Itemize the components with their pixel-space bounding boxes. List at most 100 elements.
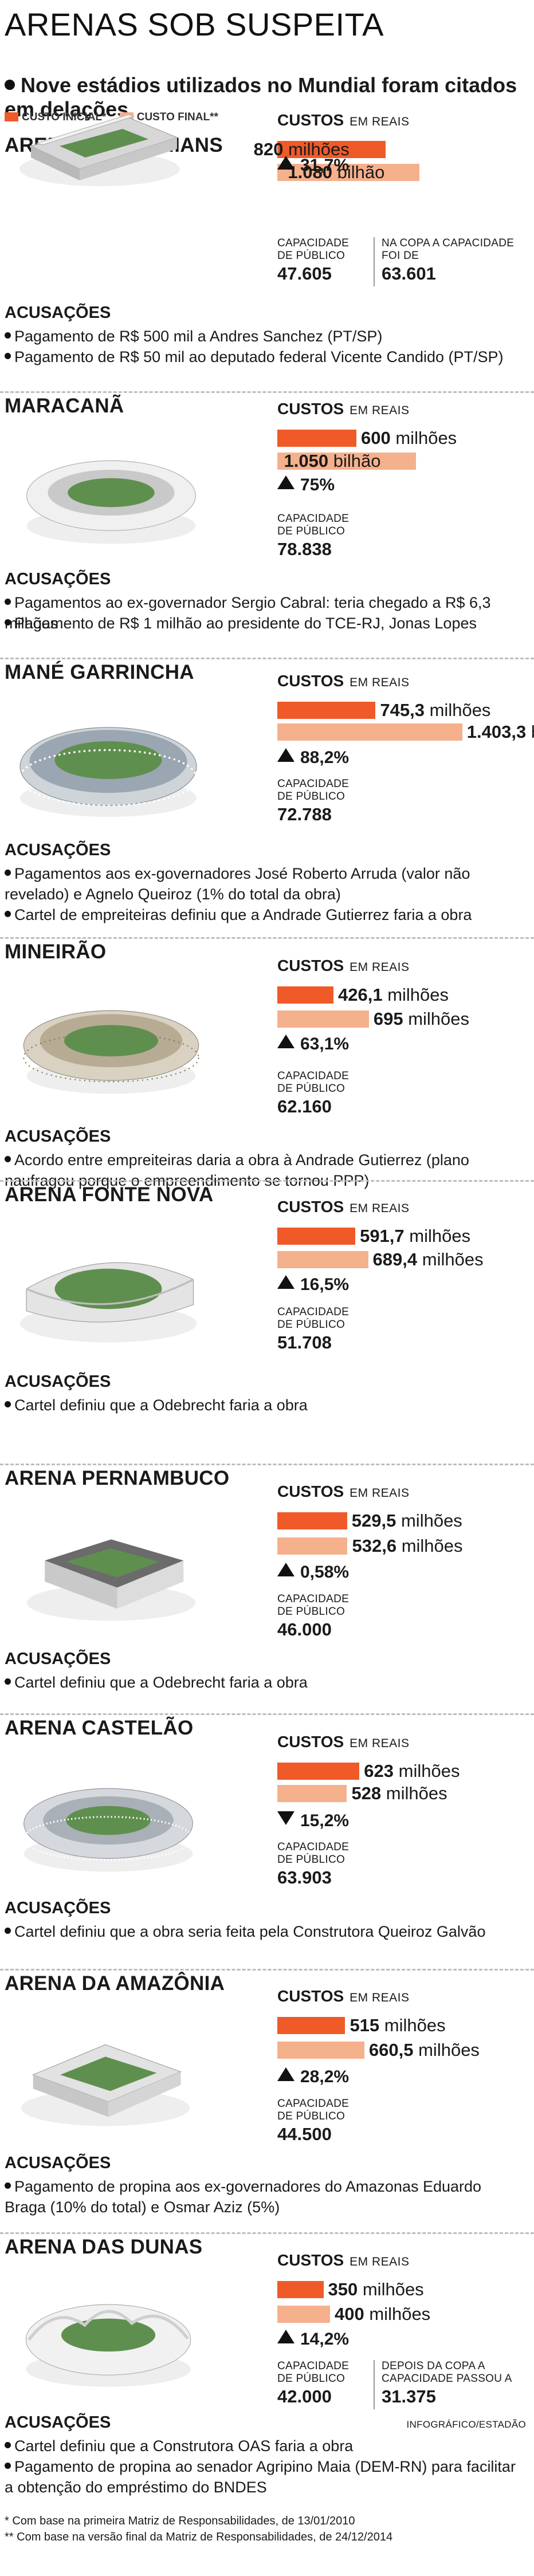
section-divider — [0, 1969, 534, 1971]
subtitle: Nove estádios utilizados no Mundial fora… — [5, 73, 534, 121]
final-cost-label-unit: bilhão — [531, 722, 534, 742]
legend-swatch-initial — [5, 112, 18, 121]
final-cost-label-unit: milhões — [401, 1536, 463, 1556]
stadium-illustration — [14, 1229, 203, 1349]
accusation-item: Pagamentos aos ex-governadores José Robe… — [5, 864, 523, 904]
section-divider — [0, 391, 534, 393]
capacity-value: 51.708 — [277, 1332, 332, 1352]
triangle-up-icon — [277, 156, 295, 170]
stadium-name: MARACANÃ — [5, 395, 124, 417]
costs-label: CUSTOS — [277, 1198, 344, 1216]
stadium-name: ARENA DAS DUNAS — [5, 2236, 203, 2258]
capacity-label: CAPACIDADE DE PÚBLICO — [277, 778, 350, 803]
accusation-item: Cartel de empreiteiras definiu que a And… — [5, 905, 523, 926]
final-cost-label-unit: milhões — [418, 2040, 480, 2060]
accusation-text: Pagamento de R$ 1 milhão ao presidente d… — [14, 615, 477, 632]
initial-cost-label-unit: milhões — [409, 1226, 471, 1246]
initial-cost-label-number: 591,7 — [360, 1226, 405, 1246]
stadium-illustration — [14, 702, 203, 825]
final-cost-label-number: 1.403,3 — [466, 722, 527, 742]
capacity-separator — [374, 237, 375, 286]
final-cost-label-number: 528 — [351, 1783, 382, 1803]
subtitle-text: Nove estádios utilizados no Mundial fora… — [5, 73, 517, 121]
costs-header: CUSTOS EM REAIS — [277, 1198, 410, 1216]
bullet-icon — [5, 619, 11, 626]
accusation-text: Cartel definiu que a Odebrecht faria a o… — [14, 1397, 308, 1414]
stadium-name: ARENA CASTELÃO — [5, 1717, 194, 1739]
capacity-value: 42.000 — [277, 2386, 332, 2406]
triangle-up-icon — [277, 1035, 295, 1048]
section-divider — [0, 658, 534, 659]
footnote-initial: * Com base na primeira Matriz de Respons… — [5, 2515, 355, 2527]
costs-header: CUSTOS EM REAIS — [277, 2251, 410, 2270]
stadium-illustration — [14, 2281, 203, 2393]
legend-label-final: CUSTO FINAL** — [136, 111, 218, 123]
initial-cost-label: 623 milhões — [364, 1761, 460, 1781]
accusation-text: Cartel definiu que a Odebrecht faria a o… — [14, 1674, 308, 1691]
costs-unit: EM REAIS — [350, 961, 410, 974]
accusation-text: Pagamento de R$ 500 mil a Andres Sanchez… — [14, 328, 383, 345]
costs-label: CUSTOS — [277, 957, 344, 974]
costs-header: CUSTOS EM REAIS — [277, 1733, 410, 1751]
accusation-item: Pagamento de propina ao senador Agripino… — [5, 2457, 523, 2498]
accusation-item: Cartel definiu que a obra seria feita pe… — [5, 1922, 523, 1942]
bullet-icon — [5, 1156, 11, 1162]
legend-label-initial: CUSTO INICIAL* — [22, 111, 107, 123]
variation-value: 16,5% — [300, 1275, 350, 1294]
capacity-value: 78.838 — [277, 539, 332, 559]
section-divider — [0, 937, 534, 939]
stadium-name: ARENA FONTE NOVA — [5, 1183, 214, 1206]
final-cost-label-unit: bilhão — [337, 162, 385, 182]
variation: 88,2% — [277, 748, 349, 768]
footnote-final: ** Com base na versão final da Matriz de… — [5, 2531, 393, 2543]
final-cost-label-number: 400 — [335, 2304, 364, 2324]
variation-value: 31,7% — [300, 156, 350, 175]
initial-cost-label-unit: milhões — [384, 2015, 446, 2035]
capacity-value: 44.500 — [277, 2124, 332, 2144]
section-divider — [0, 2232, 534, 2234]
initial-cost-label-number: 623 — [364, 1761, 394, 1781]
initial-cost-label: 350 milhões — [328, 2279, 424, 2299]
accusation-item: Pagamento de propina aos ex-governadores… — [5, 2177, 523, 2217]
initial-cost-label: 529,5 milhões — [352, 1511, 462, 1531]
accusations-label: ACUSAÇÕES — [5, 841, 111, 859]
capacity-label: CAPACIDADE DE PÚBLICO — [277, 2360, 350, 2385]
initial-cost-label-number: 745,3 — [380, 700, 425, 720]
accusations-label: ACUSAÇÕES — [5, 1899, 111, 1917]
stadium-illustration — [14, 985, 209, 1100]
costs-unit: EM REAIS — [350, 2255, 410, 2268]
capacity-value: 72.788 — [277, 804, 332, 824]
page-title: ARENAS SOB SUSPEITA — [5, 6, 384, 42]
costs-label: CUSTOS — [277, 1733, 344, 1751]
bullet-icon — [5, 2182, 11, 2189]
capacity-label: CAPACIDADE DE PÚBLICO — [277, 1070, 350, 1095]
bar-initial-cost — [277, 1763, 360, 1780]
bullet-icon — [5, 911, 11, 917]
final-cost-label: 528 milhões — [351, 1783, 447, 1803]
variation-value: 28,2% — [300, 2067, 350, 2086]
costs-label: CUSTOS — [277, 1987, 344, 2005]
bullet-icon — [5, 332, 11, 339]
triangle-up-icon — [277, 1563, 295, 1576]
variation: 28,2% — [277, 2067, 349, 2087]
final-cost-label: 689,4 milhões — [373, 1249, 484, 1269]
capacity-value: 62.160 — [277, 1096, 332, 1116]
bar-initial-cost — [277, 1228, 356, 1245]
capacity-separator — [374, 2360, 375, 2409]
variation-value: 63,1% — [300, 1035, 350, 1053]
initial-cost-label-number: 529,5 — [351, 1511, 396, 1531]
costs-label: CUSTOS — [277, 2251, 344, 2269]
stadium-illustration — [14, 2017, 197, 2132]
costs-unit: EM REAIS — [350, 1486, 410, 1500]
stadium-name: ARENA DA AMAZÔNIA — [5, 1972, 225, 1995]
variation-value: 88,2% — [300, 748, 350, 767]
costs-label: CUSTOS — [277, 400, 344, 418]
initial-cost-label-number: 515 — [350, 2015, 380, 2035]
capacity-after-value: 63.601 — [382, 264, 436, 284]
accusations-label: ACUSAÇÕES — [5, 2154, 111, 2172]
costs-unit: EM REAIS — [350, 1991, 410, 2004]
credit: INFOGRÁFICO/ESTADÃO — [406, 2419, 526, 2430]
accusations-label: ACUSAÇÕES — [5, 304, 111, 322]
costs-unit: EM REAIS — [350, 115, 410, 128]
